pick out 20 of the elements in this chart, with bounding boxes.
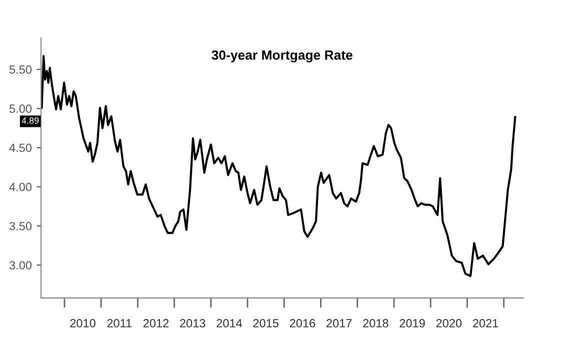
x-tick-label: 2020: [436, 319, 462, 328]
y-tick-label: 4.00: [9, 182, 32, 192]
y-tick-label: 3.00: [9, 261, 32, 270]
y-tick-label: 5.00: [9, 104, 32, 113]
x-tick-label: 2019: [400, 319, 425, 328]
y-tick-label: 4.50: [9, 144, 32, 152]
x-tick-label: 2018: [363, 319, 388, 328]
text: 4.89: [22, 117, 39, 124]
text: 30-year Mortgage Rate: [212, 50, 352, 62]
x-tick-label: 2015: [253, 319, 278, 328]
x-tick-label: 2021: [472, 319, 498, 328]
x-tick-label: 2012: [143, 319, 169, 328]
x-tick-label: 2011: [107, 319, 132, 328]
x-tick-label: 2013: [180, 319, 206, 328]
y-tick-label: 5.50: [9, 65, 32, 74]
x-tick-label: 2014: [216, 319, 242, 328]
x-tick-label: 2017: [326, 319, 352, 328]
x-tick-label: 2010: [70, 319, 96, 328]
y-tick-label: 3.50: [9, 222, 32, 230]
x-tick-label: 2016: [290, 319, 316, 328]
